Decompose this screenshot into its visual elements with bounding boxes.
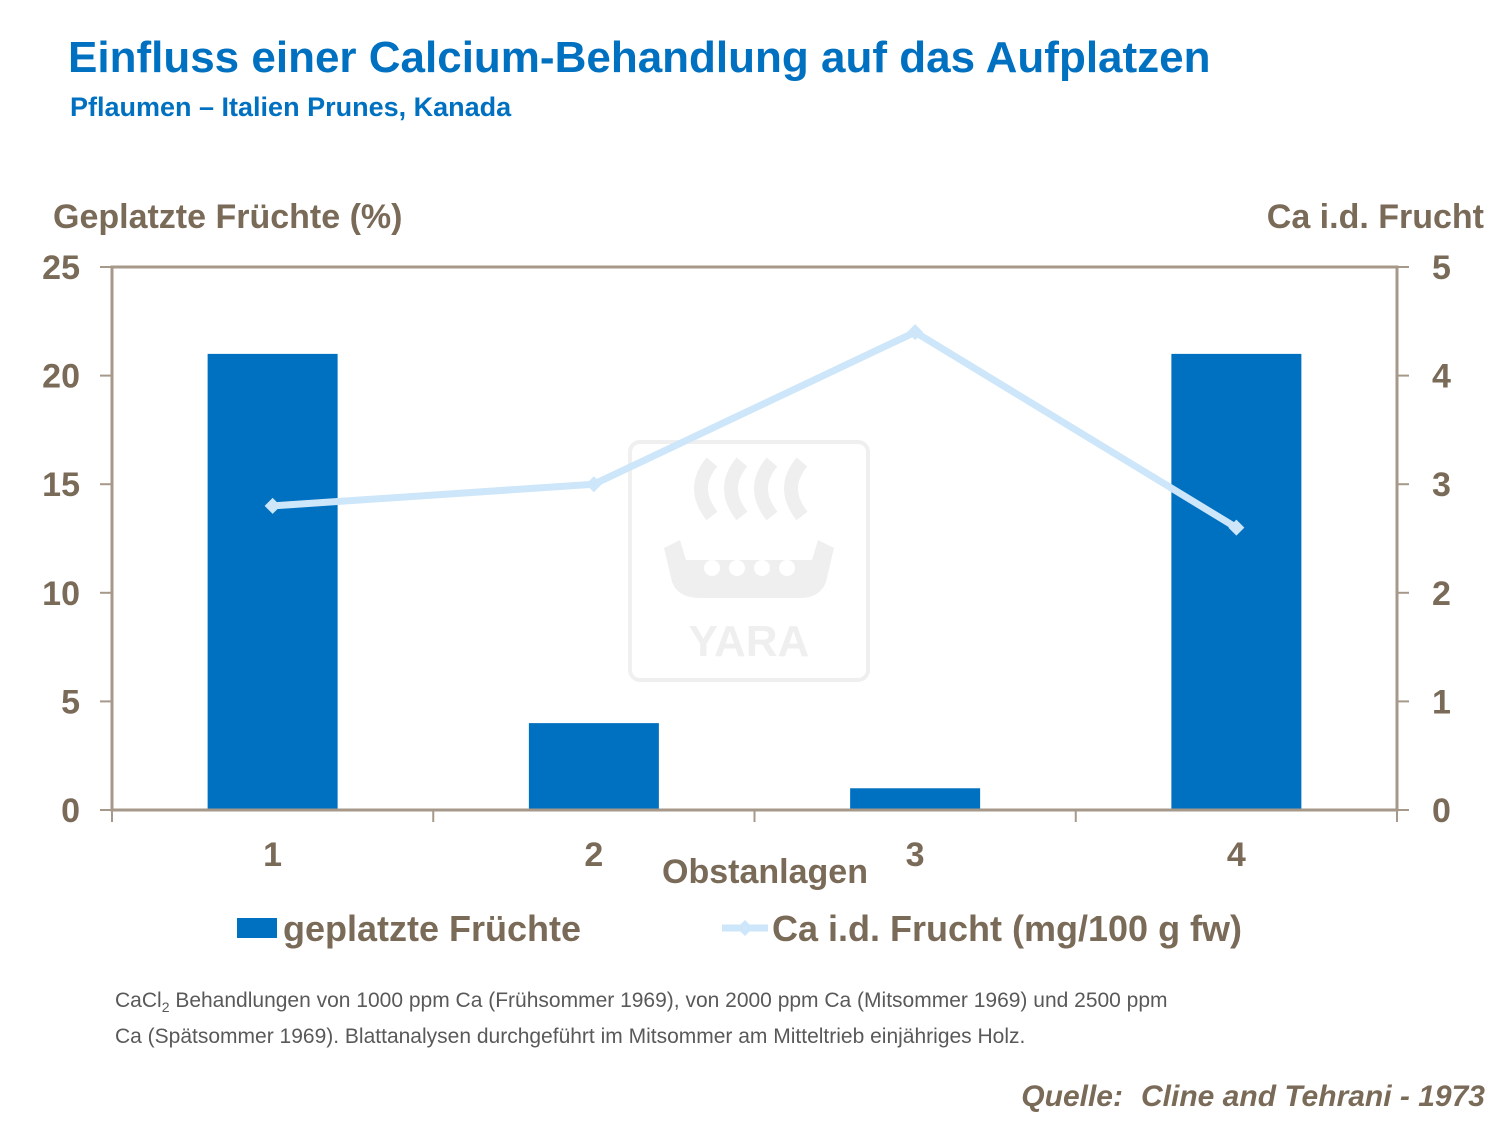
source-citation: Quelle: Cline and Tehrani - 1973 — [1021, 1080, 1485, 1114]
legend-marker-line — [737, 920, 753, 936]
y-tick-label-left: 25 — [42, 249, 80, 287]
x-tick-label: 1 — [263, 836, 282, 874]
x-tick-label: 2 — [584, 836, 603, 874]
y-tick-label-right: 0 — [1432, 792, 1451, 830]
line-point-4 — [1228, 519, 1245, 536]
x-tick-label: 3 — [906, 836, 925, 874]
line-point-2 — [585, 476, 602, 493]
legend-label-bars: geplatzte Früchte — [283, 908, 581, 949]
chart-title: Einfluss einer Calcium-Behandlung auf da… — [68, 33, 1211, 82]
y-axis-title-right: Ca i.d. Frucht — [1267, 198, 1484, 236]
y-tick-label-right: 1 — [1432, 683, 1451, 721]
bar-3 — [850, 788, 981, 810]
y-tick-label-right: 4 — [1432, 358, 1451, 396]
legend-label-line: Ca i.d. Frucht (mg/100 g fw) — [772, 908, 1242, 949]
chart-subtitle: Pflaumen – Italien Prunes, Kanada — [70, 92, 512, 122]
x-axis-title: Obstanlagen — [662, 853, 868, 891]
bar-4 — [1171, 353, 1302, 810]
bar-2 — [528, 723, 659, 810]
y-tick-label-right: 3 — [1432, 466, 1451, 504]
footnote: CaCl2 Behandlungen von 1000 ppm Ca (Früh… — [115, 986, 1395, 1052]
footnote-line1-end: Behandlungen von 1000 ppm Ca (Frühsommer… — [169, 989, 1168, 1012]
y-tick-label-right: 5 — [1432, 249, 1451, 287]
y-tick-label-left: 5 — [61, 683, 80, 721]
legend-swatch-bars — [237, 918, 277, 938]
footnote-line1-start: CaCl — [115, 989, 162, 1012]
y-tick-label-left: 10 — [42, 575, 80, 613]
yara-logo-watermark: YARA — [628, 440, 870, 682]
series-line-ca — [272, 328, 1239, 531]
bar-1 — [207, 353, 338, 810]
footnote-subscript: 2 — [161, 999, 170, 1016]
y-tick-label-left: 15 — [42, 466, 80, 504]
footnote-line2: Ca (Spätsommer 1969). Blattanalysen durc… — [115, 1025, 1026, 1049]
source-text: Cline and Tehrani - 1973 — [1141, 1080, 1485, 1113]
y-tick-label-left: 20 — [42, 358, 80, 396]
y-axis-title-left: Geplatzte Früchte (%) — [53, 198, 402, 236]
line-point-3 — [907, 324, 924, 341]
line-point-1 — [264, 497, 281, 514]
y-tick-label-right: 2 — [1432, 575, 1451, 613]
source-label: Quelle: — [1021, 1080, 1123, 1113]
x-tick-label: 4 — [1227, 836, 1246, 874]
watermark-text: YARA — [689, 617, 810, 666]
y-tick-label-left: 0 — [61, 792, 80, 830]
